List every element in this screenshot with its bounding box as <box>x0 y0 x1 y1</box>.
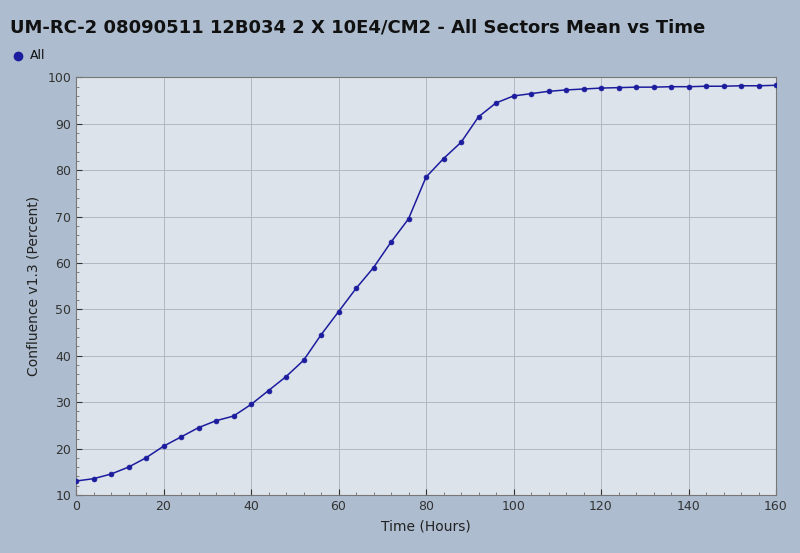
Y-axis label: Confluence v1.3 (Percent): Confluence v1.3 (Percent) <box>26 196 40 376</box>
Text: All: All <box>30 49 46 62</box>
X-axis label: Time (Hours): Time (Hours) <box>381 520 471 534</box>
Text: UM-RC-2 08090511 12B034 2 X 10E4/CM2 - All Sectors Mean vs Time: UM-RC-2 08090511 12B034 2 X 10E4/CM2 - A… <box>10 19 705 36</box>
